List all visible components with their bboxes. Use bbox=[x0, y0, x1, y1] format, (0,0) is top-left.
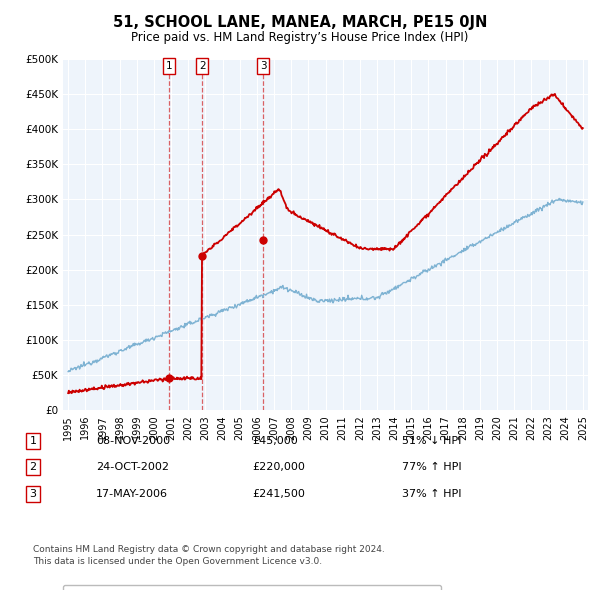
Text: This data is licensed under the Open Government Licence v3.0.: This data is licensed under the Open Gov… bbox=[33, 557, 322, 566]
Legend: 51, SCHOOL LANE, MANEA, MARCH, PE15 0JN (detached house), HPI: Average price, de: 51, SCHOOL LANE, MANEA, MARCH, PE15 0JN … bbox=[63, 585, 441, 590]
Text: 51, SCHOOL LANE, MANEA, MARCH, PE15 0JN: 51, SCHOOL LANE, MANEA, MARCH, PE15 0JN bbox=[113, 15, 487, 30]
Text: £45,000: £45,000 bbox=[252, 436, 298, 445]
Text: 3: 3 bbox=[260, 61, 267, 71]
Text: 24-OCT-2002: 24-OCT-2002 bbox=[96, 463, 169, 472]
Text: £241,500: £241,500 bbox=[252, 489, 305, 499]
Text: £220,000: £220,000 bbox=[252, 463, 305, 472]
Text: Contains HM Land Registry data © Crown copyright and database right 2024.: Contains HM Land Registry data © Crown c… bbox=[33, 545, 385, 555]
Text: 1: 1 bbox=[29, 436, 37, 445]
Text: 2: 2 bbox=[29, 463, 37, 472]
Text: 51% ↓ HPI: 51% ↓ HPI bbox=[402, 436, 461, 445]
Text: 3: 3 bbox=[29, 489, 37, 499]
Text: 77% ↑ HPI: 77% ↑ HPI bbox=[402, 463, 461, 472]
Text: Price paid vs. HM Land Registry’s House Price Index (HPI): Price paid vs. HM Land Registry’s House … bbox=[131, 31, 469, 44]
Text: 08-NOV-2000: 08-NOV-2000 bbox=[96, 436, 170, 445]
Text: 37% ↑ HPI: 37% ↑ HPI bbox=[402, 489, 461, 499]
Text: 1: 1 bbox=[166, 61, 172, 71]
Text: 17-MAY-2006: 17-MAY-2006 bbox=[96, 489, 168, 499]
Text: 2: 2 bbox=[199, 61, 206, 71]
